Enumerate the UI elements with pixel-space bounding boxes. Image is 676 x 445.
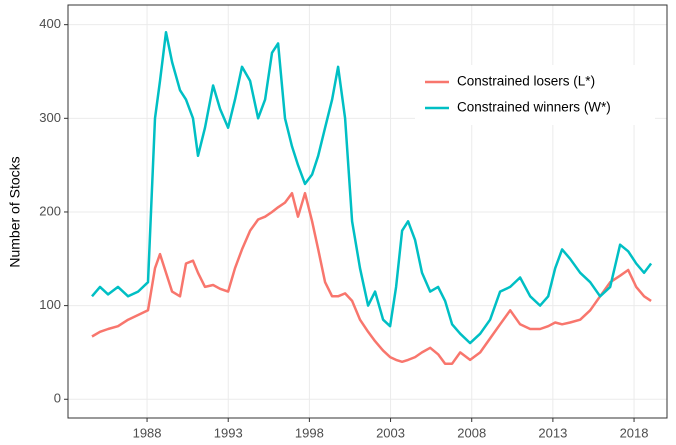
panel-border xyxy=(67,4,668,419)
y-tick-label: 100 xyxy=(39,297,61,312)
x-tick-label: 1998 xyxy=(295,425,324,440)
y-tick-label: 200 xyxy=(39,203,61,218)
legend-label: Constrained winners (W*) xyxy=(457,100,611,115)
legend-label: Constrained losers (L*) xyxy=(457,74,595,89)
series-line xyxy=(91,191,652,365)
y-tick-label: 0 xyxy=(54,391,61,406)
x-tick-label: 2008 xyxy=(457,425,486,440)
x-tick-label: 1988 xyxy=(133,425,162,440)
y-tick-label: 400 xyxy=(39,16,61,31)
x-tick-label: 1993 xyxy=(214,425,243,440)
x-tick-label: 2013 xyxy=(538,425,567,440)
x-tick-label: 2018 xyxy=(620,425,649,440)
series-line xyxy=(91,30,653,345)
legend-box xyxy=(415,65,655,125)
x-tick-label: 2003 xyxy=(376,425,405,440)
y-axis-label: Number of Stocks xyxy=(7,156,23,267)
y-tick-label: 300 xyxy=(39,110,61,125)
